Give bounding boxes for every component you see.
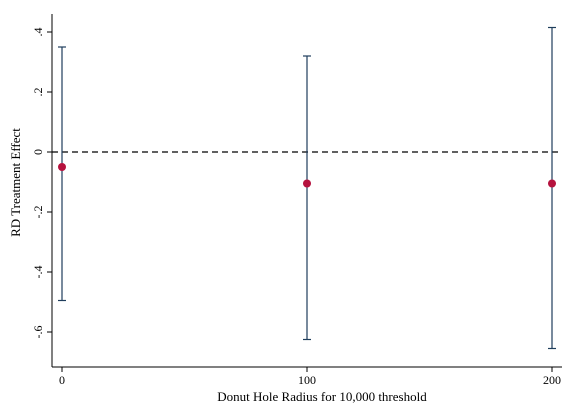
point-estimate bbox=[58, 163, 66, 171]
y-tick-label: -.4 bbox=[31, 266, 45, 279]
y-tick-label: .2 bbox=[31, 88, 45, 97]
point-estimate bbox=[548, 179, 556, 188]
plot-area bbox=[52, 26, 562, 350]
x-tick-label: 0 bbox=[59, 373, 65, 387]
y-axis-ticks: .4 .2 0 -.2 -.4 -.6 bbox=[31, 28, 52, 339]
y-tick-label: .4 bbox=[31, 28, 45, 37]
y-tick-label: -.2 bbox=[31, 206, 45, 219]
x-tick-label: 200 bbox=[543, 373, 561, 387]
x-tick-label: 100 bbox=[298, 373, 316, 387]
y-tick-label: -.6 bbox=[31, 326, 45, 339]
y-axis-title: RD Treatment Effect bbox=[8, 128, 23, 237]
y-tick-label: 0 bbox=[31, 149, 45, 155]
x-axis-title: Donut Hole Radius for 10,000 threshold bbox=[217, 389, 427, 404]
x-axis-ticks: 0 100 200 bbox=[59, 367, 561, 387]
point-estimate bbox=[303, 179, 311, 188]
